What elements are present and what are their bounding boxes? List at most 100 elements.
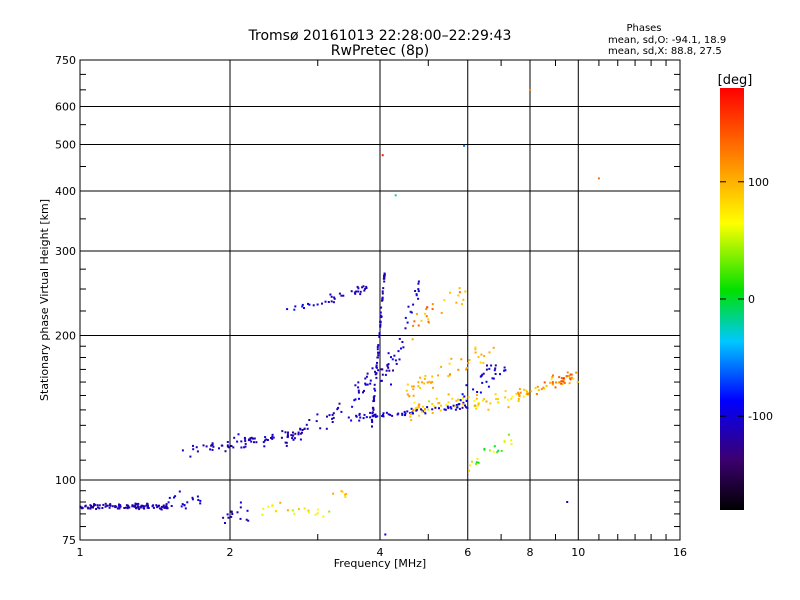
echo-point (494, 364, 497, 367)
echo-point (378, 333, 381, 336)
echo-point (562, 380, 565, 383)
echo-point (454, 408, 457, 411)
echo-point (485, 380, 488, 383)
echo-point (440, 365, 443, 368)
echo-point (192, 444, 194, 447)
echo-point (218, 447, 220, 450)
echo-point (84, 505, 87, 508)
echo-point (479, 361, 482, 364)
echo-point (534, 386, 537, 389)
echo-point (487, 408, 490, 411)
echo-point (359, 290, 362, 293)
echo-point (301, 305, 304, 308)
echo-point (297, 508, 300, 511)
echo-point (381, 290, 384, 293)
echo-point (468, 359, 471, 361)
echo-point (316, 512, 319, 515)
echo-point (422, 405, 424, 408)
echo-point (486, 364, 488, 367)
echo-point (357, 287, 360, 290)
echo-point (299, 427, 302, 430)
echo-point (363, 413, 366, 416)
echo-point (196, 495, 199, 498)
echo-point (510, 443, 513, 445)
echo-point (460, 358, 463, 361)
echo-point (286, 308, 289, 311)
echo-point (138, 508, 141, 511)
echo-point (495, 398, 498, 400)
echo-point (166, 507, 169, 510)
echo-point (245, 518, 248, 521)
echo-point (503, 366, 506, 369)
echo-point (477, 401, 480, 404)
echo-point (92, 504, 95, 507)
echo-point (308, 303, 311, 306)
echo-point (191, 498, 194, 501)
echo-point (93, 503, 96, 506)
echo-point (293, 512, 296, 515)
echo-point (106, 504, 109, 507)
echo-point (427, 320, 430, 323)
echo-point (427, 408, 430, 411)
echo-point (483, 448, 486, 451)
echo-point (301, 303, 304, 306)
echo-point (359, 416, 362, 419)
echo-point (357, 290, 360, 293)
echo-point (410, 311, 413, 314)
echo-point (568, 377, 571, 380)
echo-point (507, 406, 510, 409)
echo-point (562, 378, 565, 381)
echo-point (449, 291, 451, 294)
echo-point (386, 364, 389, 367)
echo-point (263, 439, 266, 442)
echo-point (420, 410, 423, 413)
echo-point (426, 406, 429, 409)
echo-point (385, 369, 388, 372)
echo-point (287, 431, 289, 434)
echo-point (379, 311, 382, 314)
echo-point (477, 461, 480, 464)
echo-point (222, 516, 225, 519)
echo-point (224, 522, 226, 524)
echo-point (387, 352, 390, 355)
y-tick-label: 500 (55, 139, 76, 152)
echo-point (438, 407, 440, 410)
echo-point (378, 335, 381, 338)
stats-heading: Phases (626, 23, 661, 34)
echo-point (244, 442, 247, 445)
echo-point (372, 408, 375, 411)
echo-point (497, 398, 499, 401)
echo-point (569, 373, 572, 376)
echo-point (420, 408, 422, 411)
echo-point (340, 490, 343, 493)
echo-point (358, 413, 361, 416)
echo-point (518, 388, 521, 391)
echo-point (443, 299, 446, 302)
echo-point (431, 412, 434, 414)
echo-point (285, 441, 288, 444)
echo-point (423, 410, 426, 413)
echo-point (114, 506, 117, 509)
echo-point (461, 393, 464, 396)
echo-point (492, 450, 495, 453)
echo-point (394, 194, 397, 197)
echo-point (333, 297, 336, 300)
echo-point (440, 311, 443, 314)
echo-point (388, 369, 391, 372)
echo-point (205, 445, 208, 448)
echo-point (540, 388, 543, 391)
echo-point (515, 392, 518, 395)
echo-point (413, 401, 416, 404)
echo-point (458, 291, 461, 294)
echo-point (262, 507, 265, 510)
echo-point (415, 294, 418, 297)
y-tick-label: 200 (55, 330, 76, 343)
echo-point (417, 297, 420, 300)
echo-point (326, 415, 328, 418)
echo-point (98, 504, 101, 507)
y-axis-label: Stationary phase Virtual Height [km] (38, 199, 51, 401)
stats-x-mode: mean, sd,X: 88.8, 27.5 (608, 46, 722, 57)
echo-point (133, 505, 136, 508)
echo-point (340, 410, 343, 413)
echo-point (389, 413, 392, 416)
